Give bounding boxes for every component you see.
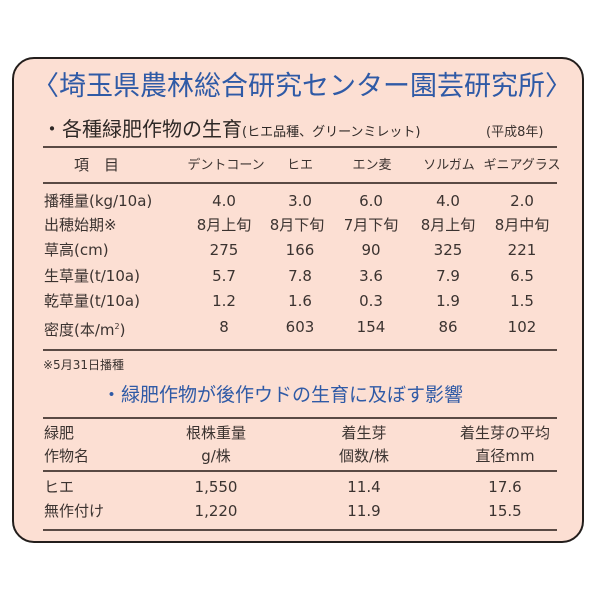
table1-bottom-rule <box>43 349 557 351</box>
table1-cell: 0.3 <box>359 292 383 310</box>
table1-cell: 8月中旬 <box>494 216 550 234</box>
table1-row-label: 生草量(t/10a) <box>44 267 140 285</box>
table1-header-crop: ソルガム <box>423 158 475 173</box>
table2-bottom-rule <box>43 529 557 531</box>
table1-header-crop: ギニアグラス <box>483 158 561 173</box>
table2-header: 根株重量 <box>185 424 247 442</box>
table1-cell: 8月下旬 <box>269 216 325 234</box>
table1-cell: 7.8 <box>288 267 312 285</box>
table1-cell: 90 <box>361 241 381 259</box>
table2-header: 個数/株 <box>338 447 390 465</box>
table1-cell: 7月下旬 <box>343 216 399 234</box>
table1-cell: 4.0 <box>212 192 236 210</box>
table2-row-label: ヒエ <box>44 478 75 496</box>
table1-cell: 6.0 <box>359 192 383 210</box>
page-title: 〈埼玉県農林総合研究センター園芸研究所〉 <box>32 71 572 102</box>
table1-header-crop: エン麦 <box>352 158 392 173</box>
table1-header-crop: デントコーン <box>187 158 265 173</box>
table2-header: 作物名 <box>44 447 90 465</box>
table1-cell: 221 <box>507 241 537 259</box>
table1-cell: 86 <box>438 318 458 336</box>
table1-cell: 1.9 <box>436 292 460 310</box>
table2-top-rule <box>43 417 557 419</box>
section1-heading-text: ・各種緑肥作物の生育 <box>42 117 242 141</box>
table1-top-rule <box>43 146 557 148</box>
table2-cell: 15.5 <box>488 502 522 520</box>
table1-row-label: 密度(本/m2) <box>44 317 125 340</box>
density-label-main: 密度(本/m <box>44 321 115 339</box>
table1-cell: 154 <box>356 318 386 336</box>
table2-cell: 1,550 <box>194 478 238 496</box>
table1-cell: 7.9 <box>436 267 460 285</box>
table1-header-crop: ヒエ <box>286 158 314 173</box>
table2-header: g/株 <box>201 447 231 465</box>
table2-header: 着生芽の平均 <box>459 424 551 442</box>
density-label-end: ) <box>119 321 126 339</box>
table2-cell: 1,220 <box>194 502 238 520</box>
table2-header: 直径mm <box>475 447 535 465</box>
section2-heading: ・緑肥作物が後作ウドの生育に及ぼす影響 <box>102 384 464 406</box>
table2-row-label: 無作付け <box>44 502 105 520</box>
table1-cell: 1.6 <box>288 292 312 310</box>
table1-header-rule <box>43 182 557 184</box>
table1-header-item: 項 目 <box>74 156 120 174</box>
section1-year: (平成8年) <box>486 125 544 140</box>
footnote: ※5月31日播種 <box>43 358 124 372</box>
table1-row-label: 出穂始期※ <box>44 216 117 234</box>
table1-cell: 6.5 <box>510 267 534 285</box>
table2-cell: 17.6 <box>488 478 522 496</box>
table1-cell: 8月上旬 <box>196 216 252 234</box>
table1-cell: 8月上旬 <box>420 216 476 234</box>
info-panel <box>12 57 584 543</box>
table1-cell: 166 <box>285 241 315 259</box>
table2-header: 緑肥 <box>44 424 75 442</box>
table1-cell: 3.6 <box>359 267 383 285</box>
table2-cell: 11.4 <box>347 478 381 496</box>
section1-heading: ・各種緑肥作物の生育(ヒエ品種、グリーンミレット) <box>42 116 421 146</box>
table1-row-label: 播種量(kg/10a) <box>44 192 153 210</box>
section1-subheading: (ヒエ品種、グリーンミレット) <box>242 125 421 140</box>
table2-header: 着生芽 <box>341 424 387 442</box>
table1-cell: 1.2 <box>212 292 236 310</box>
table1-cell: 2.0 <box>510 192 534 210</box>
table1-cell: 8 <box>219 318 229 336</box>
table1-cell: 325 <box>433 241 463 259</box>
table1-row-label: 草高(cm) <box>44 241 109 259</box>
table1-cell: 5.7 <box>212 267 236 285</box>
table2-cell: 11.9 <box>347 502 381 520</box>
table1-row-label: 乾草量(t/10a) <box>44 292 140 310</box>
table1-cell: 603 <box>285 318 315 336</box>
table2-header-rule <box>43 470 557 472</box>
table1-cell: 3.0 <box>288 192 312 210</box>
table1-cell: 1.5 <box>510 292 534 310</box>
table1-cell: 4.0 <box>436 192 460 210</box>
density-label-sup: 2 <box>114 322 120 331</box>
table1-cell: 275 <box>209 241 239 259</box>
table1-cell: 102 <box>507 318 537 336</box>
